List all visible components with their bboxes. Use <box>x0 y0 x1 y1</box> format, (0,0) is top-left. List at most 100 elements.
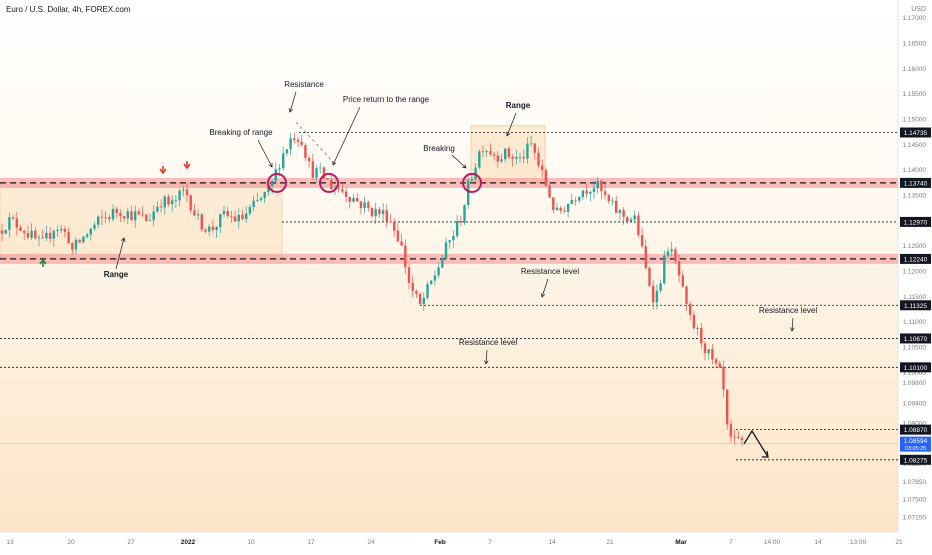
candle-body <box>600 180 603 192</box>
candle-body <box>330 179 333 190</box>
x-tick-label: 14:00 <box>764 539 781 546</box>
candle-body <box>640 235 644 247</box>
callout-arrowhead <box>540 293 546 298</box>
candle-body <box>60 228 63 231</box>
candle-body <box>233 216 237 222</box>
candle-body <box>322 167 326 179</box>
candle-body <box>97 216 100 225</box>
candle-body <box>222 211 226 215</box>
candle-body <box>352 198 355 202</box>
candle-body <box>15 218 18 228</box>
candle-body <box>711 349 714 360</box>
y-tick-label: 1.13500 <box>903 193 927 200</box>
y-tick-label: 1.14500 <box>903 142 927 149</box>
candle-body <box>533 143 536 153</box>
candle-body <box>344 191 348 198</box>
candle-body <box>441 258 444 268</box>
callout-arrowhead <box>332 160 337 166</box>
candle-body <box>541 165 544 171</box>
candle-body <box>263 192 266 199</box>
candle-body <box>618 210 622 213</box>
candle-body <box>119 212 122 217</box>
last-price-tag <box>900 436 931 452</box>
x-tick-label: 13:00 <box>850 539 867 546</box>
level-price-tag <box>900 177 931 188</box>
candle-body <box>159 206 163 208</box>
y-tick-label: 1.15000 <box>903 117 927 124</box>
candle-body <box>589 191 592 194</box>
candle-body <box>459 220 462 223</box>
y-tick-label: 1.09400 <box>903 400 927 407</box>
candle-body <box>537 152 540 166</box>
candle-body <box>137 211 141 215</box>
candle-body <box>396 230 400 242</box>
candle-body <box>578 196 581 201</box>
candle-body <box>289 138 292 150</box>
level-price-tag <box>900 424 931 435</box>
candle-body <box>56 230 59 231</box>
candle-body <box>259 198 263 201</box>
level-price-tag <box>900 333 931 344</box>
candle-body <box>511 157 514 159</box>
level-price-tag <box>900 300 931 311</box>
candle-body <box>437 267 440 276</box>
candle-body <box>296 139 300 142</box>
callout-arrowhead <box>268 162 273 168</box>
x-tick-label: 10 <box>247 539 255 546</box>
candle-body <box>256 200 259 201</box>
annotation-resistance-level: Resistance level <box>521 267 579 276</box>
callout-line <box>791 317 794 332</box>
candle-body <box>737 436 740 439</box>
candle-body <box>659 283 662 291</box>
y-tick-label: 1.16000 <box>903 66 927 73</box>
candle-body <box>496 155 499 162</box>
callout-line <box>289 91 297 113</box>
y-tick-label: 1.14000 <box>903 167 927 174</box>
candle-body <box>515 157 518 159</box>
candle-body <box>507 148 511 158</box>
candle-body <box>592 188 596 192</box>
candle-body <box>122 216 126 219</box>
plot-background <box>0 0 898 532</box>
candle-body <box>193 210 196 216</box>
candle-body <box>141 214 144 216</box>
candle-body <box>85 234 89 237</box>
level-price-tag <box>900 454 931 465</box>
callout-arrowhead <box>121 237 126 242</box>
candle-body <box>463 205 466 223</box>
level-price-label: 1.14735 <box>904 130 928 137</box>
y-tick-label: 1.16500 <box>903 41 927 48</box>
y-tick-label: 1.07150 <box>903 514 927 521</box>
candle-body <box>626 216 629 222</box>
candle-body <box>304 144 307 158</box>
annotation-resistance: Resistance <box>284 80 324 89</box>
level-zone <box>0 177 898 188</box>
candle-body <box>574 200 577 201</box>
candle-body <box>726 389 729 425</box>
candle-body <box>389 221 392 223</box>
level-price-tag <box>900 362 931 373</box>
candle-body <box>4 229 7 234</box>
candle-body <box>433 275 437 281</box>
level-price-label: 1.12240 <box>904 256 928 263</box>
x-tick-label: 17 <box>307 539 315 546</box>
callout-arrowhead <box>288 108 294 113</box>
x-tick-label: 13 <box>6 539 14 546</box>
x-tick-label: 24 <box>367 539 375 546</box>
candle-body <box>603 191 607 196</box>
countdown-label: 03:05:25 <box>905 446 926 452</box>
candle-body <box>341 189 344 192</box>
candle-body <box>115 208 118 213</box>
time-axis-panel <box>0 532 898 550</box>
candle-body <box>315 168 318 178</box>
candle-body <box>63 228 67 232</box>
last-price-label: 1.08594 <box>904 438 928 445</box>
candle-body <box>26 233 30 238</box>
candle-body <box>411 282 414 291</box>
candle-body <box>670 249 673 252</box>
candle-body <box>489 151 492 155</box>
sell-signal-arrow <box>159 168 167 175</box>
candle-body <box>89 228 92 235</box>
